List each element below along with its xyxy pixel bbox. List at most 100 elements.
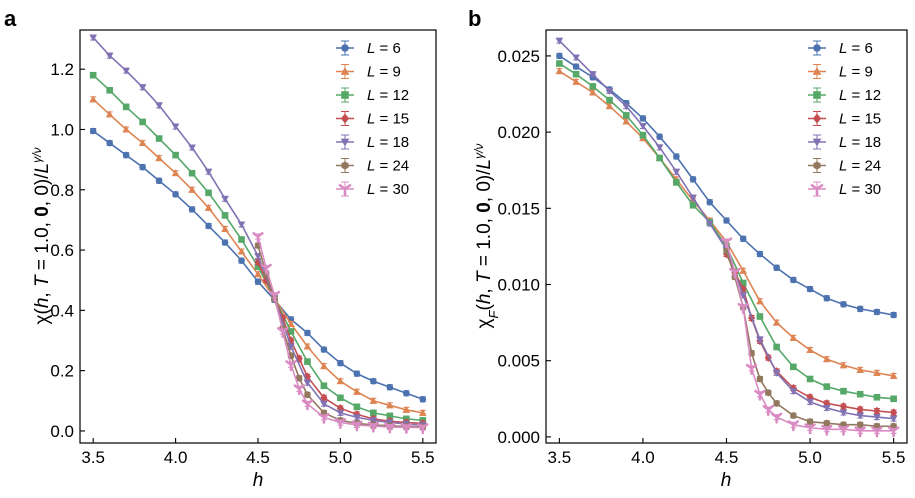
legend-label-var: L [839,64,847,81]
data-point [739,279,747,287]
legend-label-var: L [839,87,847,104]
data-point [304,358,311,365]
ylabel-part: ( [474,304,495,311]
panel-b-series [555,37,900,438]
data-point [172,190,179,198]
data-point [656,154,663,162]
legend-label-num: = 24 [847,158,881,175]
data-point [254,257,262,267]
data-point [622,112,630,119]
data-point [320,382,328,390]
data-point [839,361,848,369]
ylabel-part: = 1.0, [474,213,495,272]
data-point [254,263,262,270]
data-point [622,117,631,125]
data-point [268,290,281,302]
data-point [318,412,330,424]
data-point [155,135,163,142]
data-point [238,257,245,264]
data-point [351,420,363,432]
data-point [673,179,680,186]
x-tick-label: 5.5 [411,448,435,467]
data-point [705,220,714,228]
data-point [105,52,114,60]
legend-label-num: = 30 [847,181,881,198]
data-point [723,217,730,224]
data-point [806,418,814,426]
data-point [589,71,597,79]
legend-label: L = 6 [839,40,873,57]
data-point [260,263,272,275]
data-point [890,395,897,403]
panel-b-ticks: 3.5 4.0 4.5 5.0 5.5 0.000 0.005 0.010 0.015 0.020… [497,47,905,467]
ylabel-part: h [32,298,53,309]
data-point [556,52,563,60]
series-l15 [722,249,898,417]
data-point [254,278,262,286]
legend-label: L = 12 [367,87,409,104]
y-tick-label: 0.6 [50,241,74,260]
ylabel-part: F [486,309,501,318]
x-tick-label: 4.0 [631,448,655,467]
data-point [304,391,311,399]
data-point [419,395,427,403]
data-point [873,308,881,316]
data-point [857,421,864,429]
legend-label: L = 24 [839,158,881,175]
data-point [739,235,747,243]
panel-b-ylabel: χF(h, T = 1.0, 0, 0)/Lγ/ν [472,144,501,329]
legend-marker [812,138,822,147]
data-point [589,83,597,90]
data-point [320,346,328,353]
y-tick-label: 0.0 [50,422,74,441]
data-point [804,423,816,435]
data-point [279,313,287,323]
data-point [353,370,361,377]
data-point [773,343,780,351]
data-point [689,201,697,209]
y-tick-label: 1.0 [50,120,74,139]
ylabel-part: , 0)/ [32,173,53,206]
legend-label-var: L [839,134,847,151]
data-point [353,414,361,422]
panel-b-letter: b [468,6,481,31]
series-l30 [252,232,429,435]
x-tick-label: 5.0 [329,448,353,467]
data-point [188,144,196,152]
data-point [756,250,764,258]
legend-item: L = 15 [808,111,881,128]
data-point [204,203,213,211]
x-tick-label: 4.5 [246,448,270,467]
legend-label-num: = 12 [847,87,881,104]
data-point [556,60,563,67]
data-point [854,426,866,438]
legend-label-var: L [367,181,375,198]
data-point [139,163,146,171]
data-point [287,328,295,335]
ylabel-part: γ/ν [30,148,44,163]
panel-a-xlabel: h [253,470,264,491]
data-point [639,115,647,122]
data-point [353,403,361,411]
data-point [856,405,864,414]
data-point [138,84,147,92]
data-point [105,110,114,118]
data-point [238,236,245,243]
data-point [89,127,97,135]
data-point [572,54,580,62]
data-point [171,123,180,131]
data-point [890,311,897,319]
data-point [155,102,163,110]
series-l15 [254,257,427,428]
data-point [221,225,229,232]
data-point [639,123,647,130]
y-tick-label: 0.000 [497,428,540,447]
data-point [336,409,345,417]
legend-label: L = 18 [839,134,881,151]
y-tick-label: 0.015 [497,199,540,218]
data-point [787,420,800,432]
data-point [369,417,378,425]
legend-label: L = 24 [367,158,409,175]
legend-label: L = 30 [367,181,409,198]
legend-marker [340,66,350,75]
